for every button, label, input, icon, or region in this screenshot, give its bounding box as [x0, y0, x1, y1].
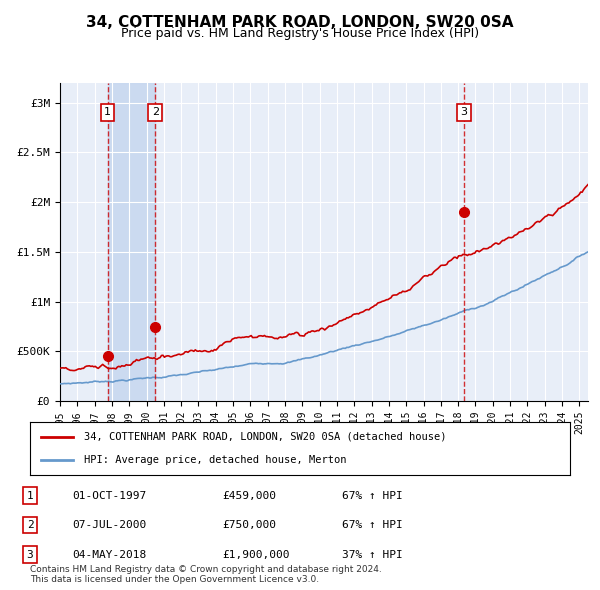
Text: £750,000: £750,000: [222, 520, 276, 530]
Text: HPI: Average price, detached house, Merton: HPI: Average price, detached house, Mert…: [84, 455, 347, 465]
Text: Contains HM Land Registry data © Crown copyright and database right 2024.
This d: Contains HM Land Registry data © Crown c…: [30, 565, 382, 584]
Text: 3: 3: [26, 550, 34, 559]
Text: 1: 1: [26, 491, 34, 500]
Text: £459,000: £459,000: [222, 491, 276, 500]
Text: 3: 3: [460, 107, 467, 117]
Text: 01-OCT-1997: 01-OCT-1997: [72, 491, 146, 500]
Text: £1,900,000: £1,900,000: [222, 550, 290, 559]
Text: Price paid vs. HM Land Registry's House Price Index (HPI): Price paid vs. HM Land Registry's House …: [121, 27, 479, 40]
Text: 34, COTTENHAM PARK ROAD, LONDON, SW20 0SA: 34, COTTENHAM PARK ROAD, LONDON, SW20 0S…: [86, 15, 514, 30]
Text: 67% ↑ HPI: 67% ↑ HPI: [342, 520, 403, 530]
Text: 2: 2: [152, 107, 159, 117]
Text: 37% ↑ HPI: 37% ↑ HPI: [342, 550, 403, 559]
Text: 34, COTTENHAM PARK ROAD, LONDON, SW20 0SA (detached house): 34, COTTENHAM PARK ROAD, LONDON, SW20 0S…: [84, 432, 446, 442]
Text: 67% ↑ HPI: 67% ↑ HPI: [342, 491, 403, 500]
Text: 04-MAY-2018: 04-MAY-2018: [72, 550, 146, 559]
Text: 2: 2: [26, 520, 34, 530]
Bar: [107, 83, 155, 401]
Text: 1: 1: [104, 107, 111, 117]
Text: 07-JUL-2000: 07-JUL-2000: [72, 520, 146, 530]
